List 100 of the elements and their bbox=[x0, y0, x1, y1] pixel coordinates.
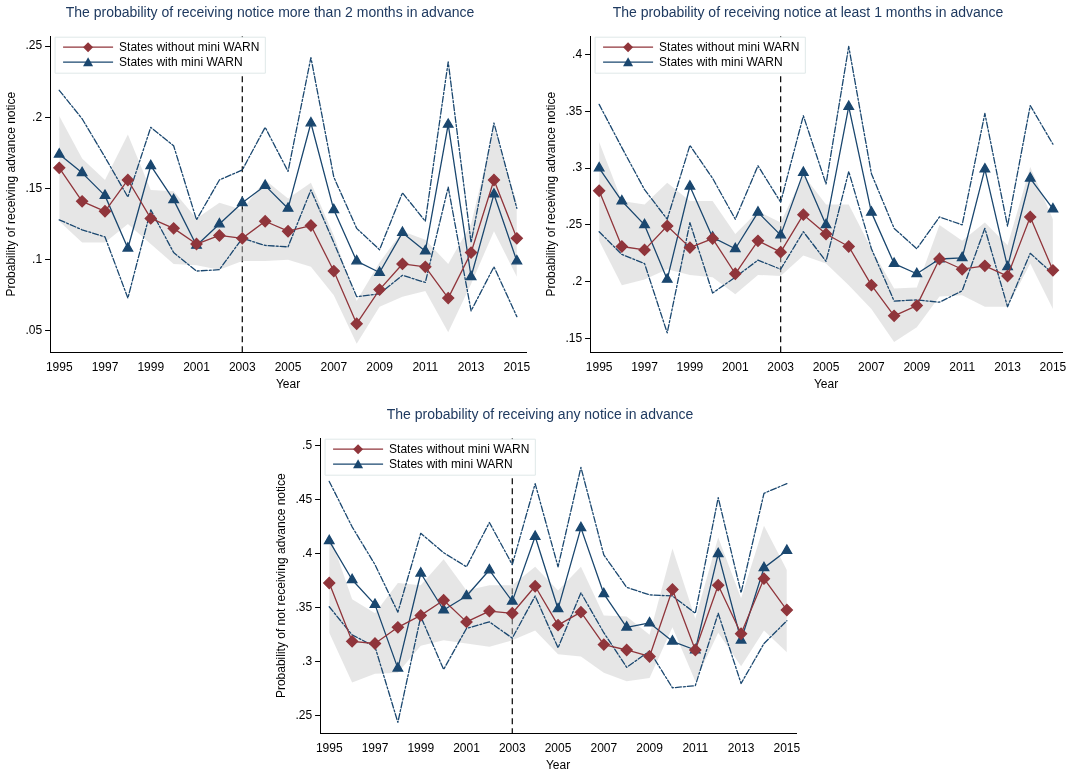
x-tick-label: 2005 bbox=[812, 359, 840, 374]
point bbox=[305, 116, 317, 127]
point bbox=[910, 299, 923, 312]
point bbox=[887, 309, 901, 322]
point bbox=[638, 243, 651, 257]
point bbox=[460, 615, 473, 629]
point bbox=[621, 621, 633, 631]
x-axis-title: Year bbox=[813, 377, 839, 392]
point bbox=[483, 604, 496, 618]
x-tick-label: 2007 bbox=[858, 359, 886, 374]
point bbox=[488, 188, 500, 198]
point bbox=[552, 602, 564, 613]
legend-label: States without mini WARN bbox=[389, 441, 530, 456]
line-series bbox=[328, 592, 788, 724]
y-tick-label: .25 bbox=[565, 217, 583, 232]
line-series bbox=[328, 466, 788, 614]
x-tick-label: 2009 bbox=[366, 359, 394, 374]
point bbox=[797, 166, 809, 176]
point bbox=[843, 100, 855, 111]
point bbox=[979, 163, 991, 173]
point bbox=[281, 225, 295, 238]
legend-label: States without mini WARN bbox=[659, 39, 800, 54]
y-tick-label: .2 bbox=[572, 274, 583, 289]
x-tick-label: 2009 bbox=[903, 359, 931, 374]
point bbox=[351, 254, 363, 265]
point bbox=[346, 573, 358, 584]
point bbox=[144, 212, 157, 225]
point bbox=[323, 576, 336, 590]
point bbox=[616, 194, 628, 205]
point bbox=[683, 241, 697, 254]
point bbox=[328, 203, 340, 214]
point bbox=[464, 246, 478, 259]
point bbox=[734, 627, 748, 640]
y-axis-title: Probability of receiving advance notice bbox=[3, 91, 18, 297]
point bbox=[121, 173, 135, 187]
x-tick-label: 1999 bbox=[676, 359, 704, 374]
x-tick-label: 2013 bbox=[727, 740, 755, 755]
legend-label: States with mini WARN bbox=[389, 456, 513, 471]
point bbox=[574, 606, 588, 619]
x-tick-label: 2015 bbox=[1039, 359, 1067, 374]
point bbox=[661, 219, 674, 233]
x-tick-label: 1995 bbox=[585, 359, 613, 374]
point bbox=[978, 259, 992, 272]
point bbox=[76, 166, 88, 177]
x-tick-label: 1999 bbox=[137, 359, 165, 374]
line-series bbox=[58, 186, 518, 318]
point bbox=[757, 572, 771, 585]
x-tick-label: 2003 bbox=[767, 359, 795, 374]
x-tick-label: 2013 bbox=[994, 359, 1022, 374]
x-tick-label: 2015 bbox=[773, 740, 801, 755]
y-tick-label: .5 bbox=[302, 438, 313, 453]
point bbox=[1002, 260, 1013, 271]
point bbox=[751, 234, 765, 247]
y-tick-label: .3 bbox=[302, 654, 313, 669]
point bbox=[213, 217, 225, 228]
point bbox=[304, 219, 318, 232]
point bbox=[781, 544, 793, 554]
point bbox=[729, 242, 741, 253]
point bbox=[598, 587, 610, 598]
point bbox=[327, 264, 340, 278]
point bbox=[752, 206, 764, 216]
point bbox=[98, 205, 112, 218]
y-tick-label: .05 bbox=[25, 323, 43, 338]
x-tick-label: 1995 bbox=[45, 359, 73, 374]
x-tick-label: 2003 bbox=[228, 359, 256, 374]
x-tick-label: 1999 bbox=[407, 740, 435, 755]
point bbox=[1046, 264, 1060, 277]
point bbox=[415, 567, 427, 577]
point bbox=[391, 621, 405, 634]
point bbox=[259, 215, 272, 228]
point bbox=[1047, 202, 1059, 213]
point bbox=[575, 521, 587, 532]
point bbox=[865, 278, 878, 292]
point bbox=[684, 180, 696, 190]
point bbox=[373, 283, 386, 296]
legend-label: States with mini WARN bbox=[659, 54, 783, 69]
point bbox=[122, 242, 134, 252]
point bbox=[510, 232, 523, 245]
point bbox=[282, 202, 294, 212]
point bbox=[712, 579, 725, 592]
y-tick-label: .15 bbox=[25, 180, 43, 195]
x-axis-title: Year bbox=[545, 758, 571, 773]
y-tick-label: .35 bbox=[295, 600, 313, 615]
point bbox=[236, 232, 249, 245]
point bbox=[419, 260, 432, 273]
point bbox=[369, 598, 381, 609]
chart-title: The probability of receiving any notice in advance bbox=[385, 406, 695, 422]
x-tick-label: 2005 bbox=[274, 359, 302, 374]
x-tick-label: 2003 bbox=[498, 740, 526, 755]
point bbox=[639, 218, 650, 229]
point bbox=[956, 263, 969, 276]
point bbox=[374, 266, 385, 276]
x-tick-label: 2015 bbox=[503, 359, 531, 374]
point bbox=[666, 583, 679, 596]
point bbox=[820, 218, 832, 229]
point bbox=[414, 609, 427, 622]
x-tick-label: 2011 bbox=[412, 359, 439, 374]
point bbox=[75, 195, 89, 208]
point bbox=[392, 662, 404, 672]
point bbox=[888, 257, 900, 267]
